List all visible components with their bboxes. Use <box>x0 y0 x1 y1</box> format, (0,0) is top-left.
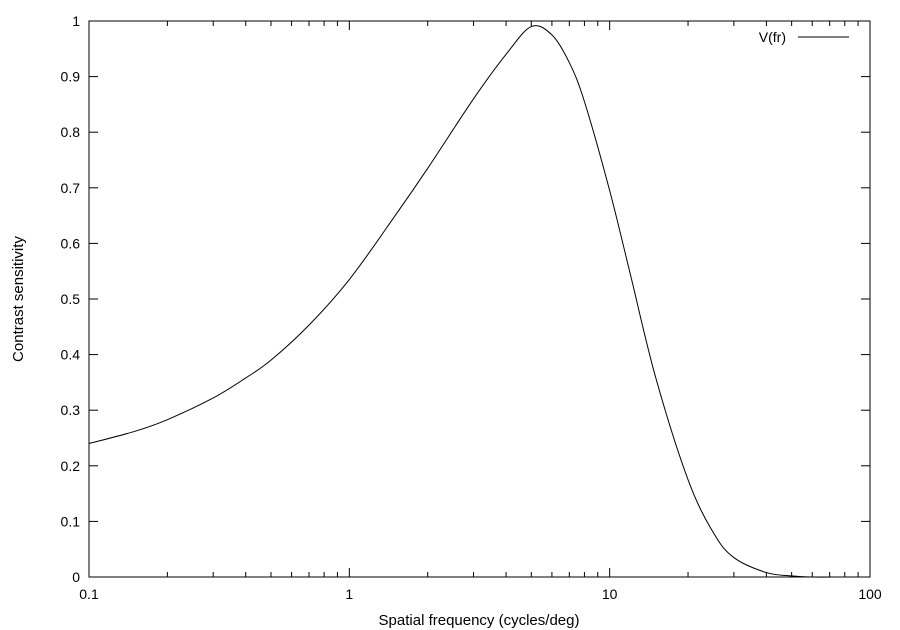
axis-tick-labels: 00.10.20.30.40.50.60.70.80.910.1 1 10 100 <box>61 13 882 602</box>
x-tick-label: 100 <box>858 586 882 602</box>
y-tick-label: 0.5 <box>61 291 81 307</box>
x-tick-label: 1 <box>345 586 353 602</box>
y-tick-label: 0 <box>72 569 80 585</box>
legend: V(fr) <box>759 29 849 45</box>
y-tick-label: 0.1 <box>61 513 81 529</box>
y-tick-label: 1 <box>72 13 80 29</box>
axis-ticks <box>88 20 871 578</box>
y-axis-label: Contrast sensitivity <box>10 236 27 362</box>
x-axis-label: Spatial frequency (cycles/deg) <box>379 612 580 629</box>
y-tick-label: 0.2 <box>61 458 81 474</box>
y-tick-label: 0.8 <box>61 124 81 140</box>
y-tick-label: 0.7 <box>61 180 81 196</box>
y-tick-label: 0.4 <box>61 347 81 363</box>
y-tick-label: 0.9 <box>61 69 81 85</box>
series-line-vfr <box>88 25 870 578</box>
x-tick-label: 0.1 <box>79 586 99 602</box>
legend-label: V(fr) <box>759 29 786 45</box>
plot-frame <box>88 20 871 578</box>
y-tick-label: 0.6 <box>61 235 81 251</box>
x-tick-label: 10 <box>602 586 618 602</box>
y-tick-label: 0.3 <box>61 402 81 418</box>
